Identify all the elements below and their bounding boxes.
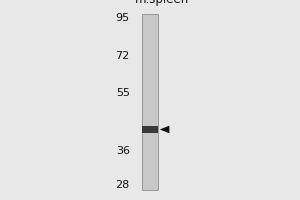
Text: m.spleen: m.spleen xyxy=(135,0,189,6)
Bar xyxy=(142,14,158,190)
Text: 95: 95 xyxy=(116,13,130,23)
Bar xyxy=(142,126,158,133)
Text: 28: 28 xyxy=(116,180,130,190)
Text: 55: 55 xyxy=(116,88,130,98)
Text: 36: 36 xyxy=(116,146,130,156)
Text: 72: 72 xyxy=(116,51,130,61)
Polygon shape xyxy=(160,126,169,133)
